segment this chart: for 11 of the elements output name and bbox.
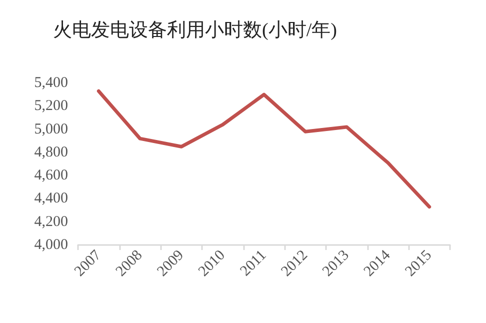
y-tick-label: 5,000 [34, 121, 68, 138]
y-tick-label: 4,000 [34, 237, 68, 253]
y-tick-label: 4,800 [34, 144, 68, 160]
y-tick-label: 4,400 [34, 190, 68, 207]
chart-title: 火电发电设备利用小时数(小时/年) [53, 20, 337, 41]
y-tick-label: 5,400 [34, 75, 68, 91]
x-tick-label: 2011 [238, 247, 270, 280]
y-tick-label: 4,600 [34, 168, 68, 184]
y-tick-label: 4,200 [34, 214, 68, 230]
line-series [96, 89, 432, 209]
y-tick-label: 5,200 [34, 98, 68, 114]
